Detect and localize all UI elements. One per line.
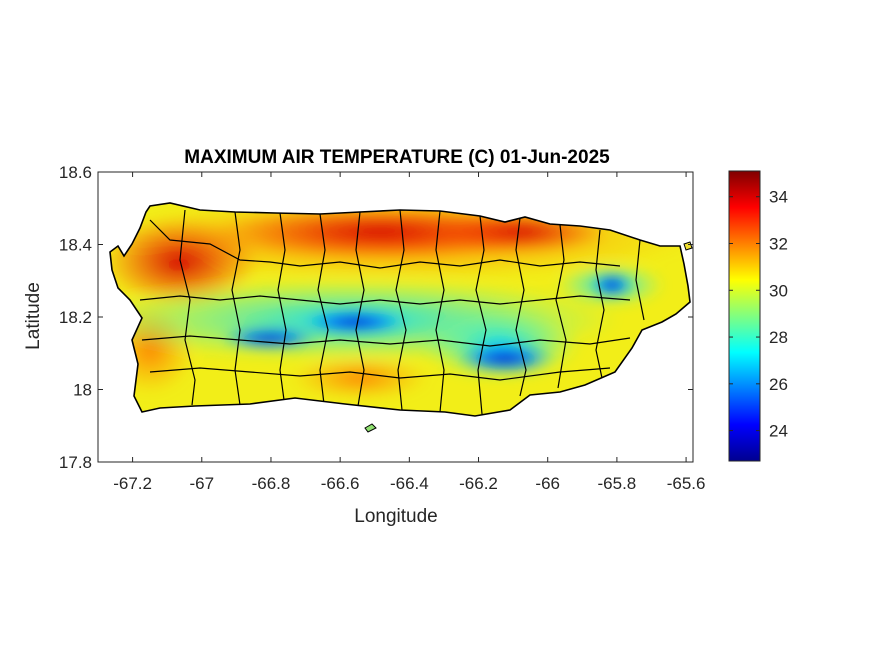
- x-tick-label: -67: [189, 474, 214, 493]
- x-tick-label: -66.2: [459, 474, 498, 493]
- boundary-line: [139, 295, 631, 305]
- municipality-boundaries: [139, 209, 645, 415]
- boundary-line: [277, 212, 287, 401]
- colorbar-tick-label: 30: [769, 281, 788, 300]
- y-tick-label: 18.2: [59, 308, 92, 327]
- colorbar-tick-label: 28: [769, 328, 788, 347]
- x-tick-label: -66.4: [390, 474, 429, 493]
- south-warm-blob: [290, 356, 430, 400]
- boundary-line: [231, 211, 241, 406]
- boundary-line: [555, 224, 567, 389]
- map-title: MAXIMUM AIR TEMPERATURE (C) 01-Jun-2025: [184, 147, 610, 168]
- boundary-line: [355, 211, 365, 407]
- island-coastline: [109, 202, 691, 417]
- y-tick-label: 17.8: [59, 453, 92, 472]
- y-tick-label: 18.6: [59, 163, 92, 182]
- colorbar-tick-label: 26: [769, 375, 788, 394]
- x-tick-label: -66.8: [252, 474, 291, 493]
- x-tick-label: -66: [535, 474, 560, 493]
- colorbar-ticks: 24 26 28 30 32 34: [729, 188, 788, 441]
- colorbar: [728, 170, 761, 462]
- x-axis-label: Longitude: [354, 506, 437, 527]
- islet-northeast: [683, 241, 693, 251]
- x-tick-label: -66.6: [321, 474, 360, 493]
- boundary-line: [317, 213, 329, 405]
- x-tick-label: -65.8: [598, 474, 637, 493]
- colorbar-tick-label: 32: [769, 235, 788, 254]
- boundary-line: [179, 209, 196, 406]
- boundary-line: [435, 210, 445, 413]
- boundary-line: [149, 367, 611, 381]
- west-central-cold-blob: [220, 326, 320, 350]
- boundary-line: [595, 229, 605, 379]
- boundary-line: [515, 217, 527, 397]
- boundary-line: [149, 219, 621, 269]
- colorbar-tick-label: 24: [769, 422, 788, 441]
- boundary-line: [395, 209, 407, 411]
- y-axis-label: Latitude: [23, 282, 44, 350]
- colorbar-tick-label: 34: [769, 188, 788, 207]
- islet-caja-de-muertos: [364, 423, 377, 433]
- y-axis-ticks: 17.8 18 18.2 18.4 18.6: [59, 163, 693, 472]
- central-mountains-cold-blob: [300, 308, 410, 336]
- x-axis-ticks: -67.2 -67 -66.8 -66.6 -66.4 -66.2 -66 -65.8 -65.…: [113, 172, 705, 493]
- boundary-line: [141, 335, 631, 347]
- x-tick-label: -67.2: [113, 474, 152, 493]
- y-tick-label: 18: [73, 381, 92, 400]
- southeast-interior-cold-blob: [455, 342, 555, 374]
- el-yunque-cold-blob: [590, 272, 634, 298]
- x-tick-label: -65.6: [667, 474, 706, 493]
- boundary-line: [475, 215, 487, 415]
- y-tick-label: 18.4: [59, 236, 92, 255]
- boundary-line: [635, 239, 645, 321]
